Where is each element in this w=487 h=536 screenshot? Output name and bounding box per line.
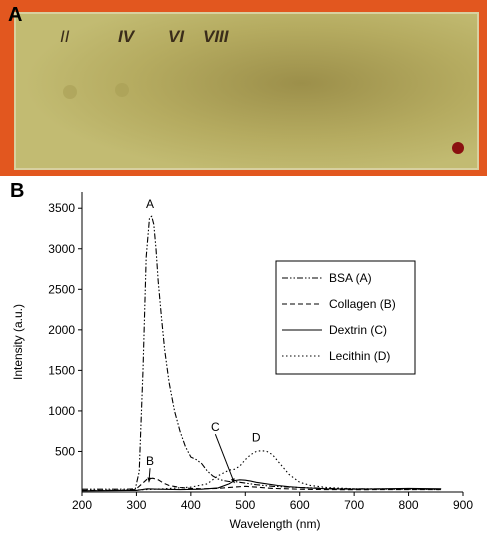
y-axis-label: Intensity (a.u.) <box>11 304 25 380</box>
legend: BSA (A) Collagen (B) Dextrin (C) Lecithin (… <box>275 260 416 375</box>
plate-corner-dot <box>452 142 464 154</box>
x-ticks: 200 300 400 500 600 700 800 900 <box>72 492 473 512</box>
panel-label-a: A <box>8 4 23 26</box>
spectrum-chart: 200 300 400 500 600 700 800 900 500 1000 1500 2000… <box>11 192 473 531</box>
plate-mark-vi: VI <box>168 27 185 46</box>
series-line-2 <box>81 479 442 492</box>
legend-label: Lecithin (D) <box>329 349 390 363</box>
y-ticks: 500 1000 1500 2000 2500 3000 3500 <box>48 201 82 458</box>
x-tick-label: 500 <box>235 498 255 512</box>
plate-spot <box>115 83 129 97</box>
series-line-1 <box>82 477 442 491</box>
annotation-label: D <box>252 431 261 445</box>
y-tick-label: 1500 <box>48 363 75 377</box>
legend-label: Collagen (B) <box>329 297 396 311</box>
plate-mark-viii: VIII <box>203 27 230 46</box>
series-layer <box>81 215 442 492</box>
annotation-arrowhead <box>147 477 152 483</box>
x-tick-label: 900 <box>453 498 473 512</box>
annotation-label: B <box>146 454 154 468</box>
annotation-label: C <box>211 420 220 434</box>
annotation-arrow <box>214 434 235 484</box>
x-axis-label: Wavelength (nm) <box>230 517 321 531</box>
x-tick-label: 400 <box>181 498 201 512</box>
y-tick-label: 3000 <box>48 242 75 256</box>
legend-items: BSA (A) Collagen (B) Dextrin (C) Lecithin (… <box>282 271 396 363</box>
y-tick-label: 1000 <box>48 404 75 418</box>
plate-spot <box>63 85 77 99</box>
plate-surface <box>16 14 477 168</box>
x-tick-label: 700 <box>344 498 364 512</box>
panel-label-b: B <box>10 180 25 202</box>
y-tick-label: 500 <box>55 444 75 458</box>
x-tick-label: 300 <box>126 498 146 512</box>
plate-photo: II IV VI VIII <box>0 0 487 176</box>
series-line-3 <box>81 450 442 491</box>
annotation-layer: A B C D <box>146 197 261 484</box>
plot-frame <box>81 192 463 493</box>
x-tick-label: 600 <box>290 498 310 512</box>
annotation-label: A <box>146 197 154 211</box>
y-tick-label: 2000 <box>48 323 75 337</box>
x-tick-label: 800 <box>399 498 419 512</box>
x-tick-label: 200 <box>72 498 92 512</box>
annotation-arrowhead <box>230 478 235 484</box>
y-tick-label: 3500 <box>48 201 75 215</box>
y-tick-label: 2500 <box>48 282 75 296</box>
plate-mark-iv: IV <box>118 27 136 46</box>
legend-label: Dextrin (C) <box>329 323 387 337</box>
plate-mark-ii: II <box>60 27 70 46</box>
legend-label: BSA (A) <box>329 271 372 285</box>
legend-box <box>275 260 416 375</box>
